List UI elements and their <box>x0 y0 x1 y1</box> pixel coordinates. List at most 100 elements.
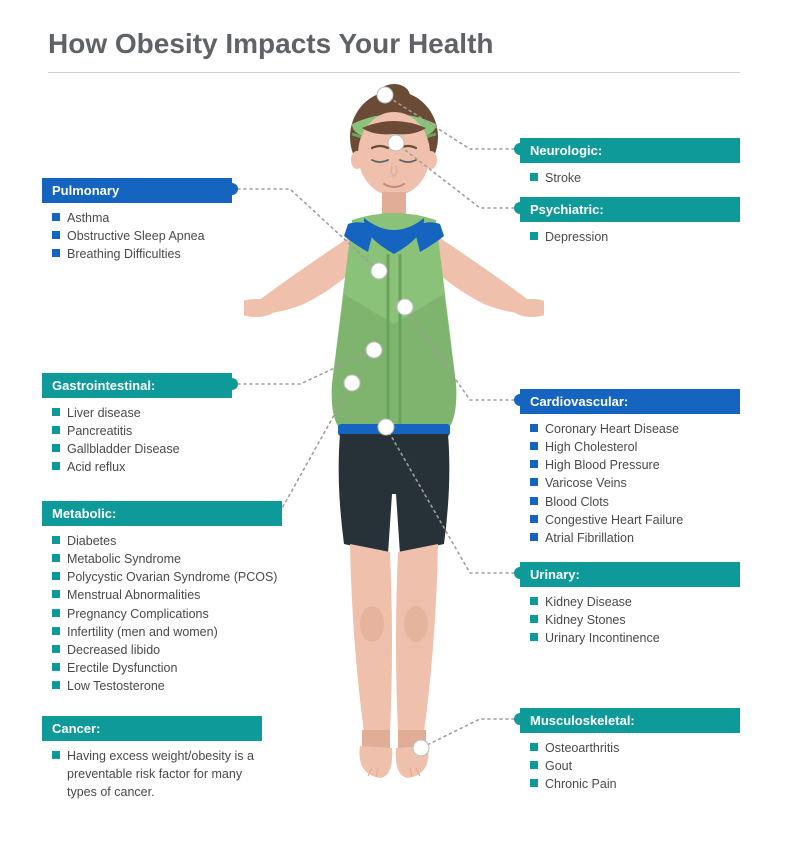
category-item: Low Testosterone <box>52 677 282 695</box>
category-item-label: Chronic Pain <box>545 775 617 793</box>
bullet-icon <box>530 533 538 541</box>
bullet-icon <box>52 213 60 221</box>
category-item-label: Diabetes <box>67 532 116 550</box>
category-box-psychiatric: Psychiatric:Depression <box>520 197 740 246</box>
category-box-cancer: Cancer: Having excess weight/obesity is a… <box>42 716 262 801</box>
category-item: Having excess weight/obesity is a preven… <box>52 747 262 801</box>
category-item-label: Atrial Fibrillation <box>545 529 634 547</box>
human-figure <box>244 84 544 804</box>
category-items: DiabetesMetabolic SyndromePolycystic Ova… <box>42 526 282 695</box>
category-item-label: Varicose Veins <box>545 474 627 492</box>
category-items: Having excess weight/obesity is a preven… <box>42 741 262 801</box>
category-item-label: Low Testosterone <box>67 677 165 695</box>
category-item-label: Osteoarthritis <box>545 739 619 757</box>
category-item-label: Acid reflux <box>67 458 125 476</box>
category-item: Varicose Veins <box>530 474 740 492</box>
category-box-neurologic: Neurologic:Stroke <box>520 138 740 187</box>
bullet-icon <box>530 497 538 505</box>
category-box-musculoskeletal: Musculoskeletal:OsteoarthritisGoutChroni… <box>520 708 740 793</box>
bullet-icon <box>52 645 60 653</box>
category-item: High Blood Pressure <box>530 456 740 474</box>
category-items: AsthmaObstructive Sleep ApneaBreathing D… <box>42 203 232 263</box>
category-item-label: Gout <box>545 757 572 775</box>
category-item-label: Metabolic Syndrome <box>67 550 181 568</box>
bullet-icon <box>52 590 60 598</box>
bullet-icon <box>530 597 538 605</box>
category-item: Erectile Dysfunction <box>52 659 282 677</box>
category-item-label: Menstrual Abnormalities <box>67 586 200 604</box>
category-items: Coronary Heart DiseaseHigh CholesterolHi… <box>520 414 740 547</box>
category-item: Asthma <box>52 209 232 227</box>
bullet-icon <box>52 751 60 759</box>
category-item: Coronary Heart Disease <box>530 420 740 438</box>
category-item-label: High Blood Pressure <box>545 456 660 474</box>
category-header: Metabolic: <box>42 501 282 526</box>
category-header: Gastrointestinal: <box>42 373 232 398</box>
category-items: OsteoarthritisGoutChronic Pain <box>520 733 740 793</box>
bullet-icon <box>530 460 538 468</box>
category-item: High Cholesterol <box>530 438 740 456</box>
page-title: How Obesity Impacts Your Health <box>48 28 494 60</box>
category-item: Kidney Stones <box>530 611 740 629</box>
bullet-icon <box>530 478 538 486</box>
category-item: Breathing Difficulties <box>52 245 232 263</box>
category-item-label: Congestive Heart Failure <box>545 511 683 529</box>
bullet-icon <box>52 408 60 416</box>
title-separator <box>48 72 740 73</box>
category-item: Kidney Disease <box>530 593 740 611</box>
category-item: Stroke <box>530 169 740 187</box>
category-header: Cancer: <box>42 716 262 741</box>
category-item: Metabolic Syndrome <box>52 550 282 568</box>
category-item-label: Polycystic Ovarian Syndrome (PCOS) <box>67 568 277 586</box>
bullet-icon <box>52 627 60 635</box>
category-item: Liver disease <box>52 404 232 422</box>
category-item-label: High Cholesterol <box>545 438 637 456</box>
bullet-icon <box>52 444 60 452</box>
category-items: Kidney DiseaseKidney StonesUrinary Incon… <box>520 587 740 647</box>
category-header: Pulmonary <box>42 178 232 203</box>
category-item: Menstrual Abnormalities <box>52 586 282 604</box>
category-item-label: Asthma <box>67 209 109 227</box>
bullet-icon <box>52 681 60 689</box>
category-item: Pancreatitis <box>52 422 232 440</box>
category-item-label: Obstructive Sleep Apnea <box>67 227 205 245</box>
category-item: Gout <box>530 757 740 775</box>
category-item: Chronic Pain <box>530 775 740 793</box>
category-item: Depression <box>530 228 740 246</box>
bullet-icon <box>52 231 60 239</box>
bullet-icon <box>530 633 538 641</box>
category-box-gastrointestinal: Gastrointestinal: Liver diseasePancreatit… <box>42 373 232 477</box>
bullet-icon <box>52 554 60 562</box>
category-item: Decreased libido <box>52 641 282 659</box>
category-item-label: Pancreatitis <box>67 422 132 440</box>
category-header: Cardiovascular: <box>520 389 740 414</box>
category-box-pulmonary: PulmonaryAsthmaObstructive Sleep ApneaBr… <box>42 178 232 263</box>
bullet-icon <box>52 663 60 671</box>
category-item-label: Stroke <box>545 169 581 187</box>
category-item-label: Urinary Incontinence <box>545 629 660 647</box>
category-item-label: Blood Clots <box>545 493 609 511</box>
category-item-label: Liver disease <box>67 404 141 422</box>
category-box-urinary: Urinary:Kidney DiseaseKidney StonesUrina… <box>520 562 740 647</box>
category-item: Osteoarthritis <box>530 739 740 757</box>
bullet-icon <box>530 232 538 240</box>
bullet-icon <box>530 615 538 623</box>
category-item: Polycystic Ovarian Syndrome (PCOS) <box>52 568 282 586</box>
category-item-label: Coronary Heart Disease <box>545 420 679 438</box>
bullet-icon <box>52 609 60 617</box>
category-items: Depression <box>520 222 740 246</box>
category-item-label: Erectile Dysfunction <box>67 659 177 677</box>
category-item: Pregnancy Complications <box>52 605 282 623</box>
bullet-icon <box>52 426 60 434</box>
category-item-label: Infertility (men and women) <box>67 623 218 641</box>
category-item-label: Breathing Difficulties <box>67 245 181 263</box>
category-item: Urinary Incontinence <box>530 629 740 647</box>
bullet-icon <box>530 424 538 432</box>
category-item-label: Having excess weight/obesity is a preven… <box>67 747 262 801</box>
bullet-icon <box>530 442 538 450</box>
category-item-label: Kidney Disease <box>545 593 632 611</box>
category-items: Stroke <box>520 163 740 187</box>
category-item-label: Decreased libido <box>67 641 160 659</box>
bullet-icon <box>530 743 538 751</box>
category-item: Infertility (men and women) <box>52 623 282 641</box>
